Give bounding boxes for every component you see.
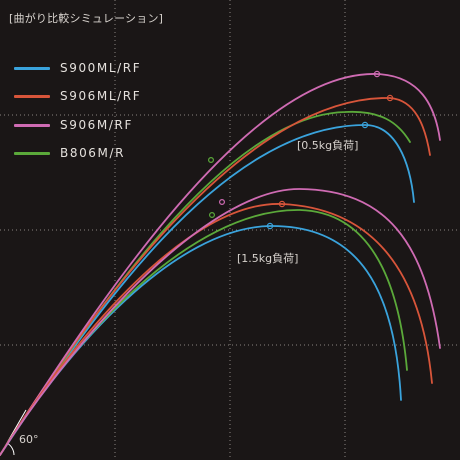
load-label-0.5kg: [0.5kg負荷]: [297, 139, 359, 152]
bend-curve-light: [0, 73, 441, 456]
legend-item-s906ml-rf: S906ML/RF: [14, 88, 141, 104]
bend-curve-heavy: [0, 209, 408, 456]
bend-curve-heavy: [0, 203, 433, 456]
legend-label: S900ML/RF: [60, 61, 142, 75]
legend-swatch: [14, 123, 50, 127]
angle-arc: [6, 442, 15, 456]
curve-peak-markers: [208, 70, 394, 230]
peak-marker: [361, 121, 369, 129]
legend-item-s906m-rf: S906M/RF: [14, 117, 133, 133]
peak-marker: [386, 94, 394, 102]
peak-marker: [373, 70, 381, 78]
peak-marker: [266, 222, 274, 230]
peak-marker: [278, 200, 286, 208]
mid-marker: [208, 157, 215, 164]
bend-curve-heavy: [0, 188, 441, 456]
mid-marker: [209, 212, 216, 219]
load-label-1.5kg: [1.5kg負荷]: [237, 252, 299, 265]
bend-curve-heavy: [0, 225, 402, 456]
legend-label: S906ML/RF: [60, 89, 142, 103]
curves-0.5kg-load: [0, 73, 441, 456]
bend-curve-light: [0, 110, 411, 456]
legend-swatch: [14, 66, 50, 70]
legend-label: S906M/RF: [60, 118, 133, 132]
legend-swatch: [14, 151, 50, 155]
curves-1.5kg-load: [0, 188, 441, 456]
mid-marker: [219, 199, 226, 206]
legend-item-b806m-r: B806M/R: [14, 145, 125, 161]
diagram-title: [曲がり比較シミュレーション]: [9, 12, 164, 25]
legend-swatch: [14, 94, 50, 98]
legend-label: B806M/R: [60, 146, 126, 160]
legend-item-s900ml-rf: S900ML/RF: [14, 60, 141, 76]
angle-label: 60°: [19, 433, 39, 446]
bend-curve-light: [0, 124, 415, 456]
